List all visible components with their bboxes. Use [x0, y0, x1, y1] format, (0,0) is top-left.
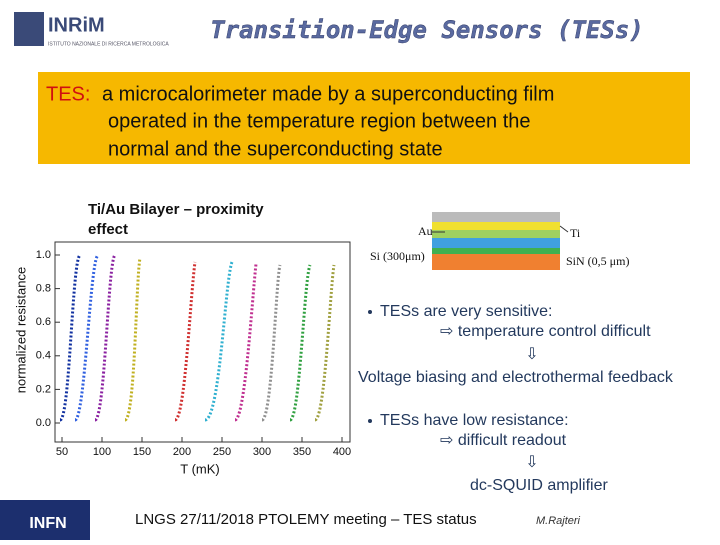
- layer-label: Si (300μm): [370, 249, 425, 263]
- y-tick-label: 0.2: [36, 383, 51, 395]
- bullet-text: TESs are very sensitive:: [380, 303, 553, 320]
- definition-line: normal and the superconducting state: [108, 138, 443, 160]
- x-tick-label: 100: [93, 446, 111, 458]
- x-tick-label: 200: [173, 446, 191, 458]
- bullet-dot: [368, 419, 372, 423]
- figure-caption: effect: [88, 221, 128, 238]
- x-axis-label: T (mK): [180, 461, 219, 476]
- footer-logo-box: [0, 500, 90, 540]
- y-tick-label: 0.4: [36, 350, 51, 362]
- x-tick-label: 300: [253, 446, 271, 458]
- bullet-text: TESs have low resistance:: [380, 412, 569, 429]
- definition-line: operated in the temperature region betwe…: [108, 110, 531, 132]
- plot-frame: [54, 241, 351, 443]
- y-tick-label: 1.0: [36, 249, 51, 261]
- y-tick-label: 0.0: [36, 417, 51, 429]
- definition-term: TES:: [46, 83, 90, 105]
- slide-title: Transition-Edge Sensors (TESs): [210, 16, 643, 44]
- bullet-dot: [368, 310, 372, 314]
- logo-mark: [14, 12, 44, 46]
- logo-subtitle: ISTITUTO NAZIONALE DI RICERCA METROLOGIC…: [48, 41, 169, 47]
- layer-label: Ti: [570, 226, 581, 240]
- x-tick-label: 150: [133, 446, 151, 458]
- transition-curves: [58, 253, 336, 422]
- bullet-arrow: ⇩: [525, 454, 538, 471]
- bullet-solution: Voltage biasing and electrothermal feedb…: [358, 369, 674, 386]
- bullet-solution: dc-SQUID amplifier: [470, 477, 608, 494]
- bullet-consequence: ⇨ difficult readout: [440, 432, 567, 449]
- layer-diagram: [432, 212, 569, 270]
- layer-label: Au: [418, 224, 433, 238]
- y-axis-label: normalized resistance: [13, 267, 28, 393]
- x-tick-label: 250: [213, 446, 231, 458]
- logo: INRiM: [48, 14, 105, 36]
- y-tick-label: 0.6: [36, 316, 51, 328]
- definition-box: [38, 72, 690, 164]
- bullet-consequence: ⇨ temperature control difficult: [440, 323, 651, 340]
- bullet-arrow: ⇩: [525, 346, 538, 363]
- y-tick-label: 0.8: [36, 283, 51, 295]
- figure-caption: Ti/Au Bilayer – proximity: [88, 201, 264, 218]
- layer-label: SiN (0,5 μm): [566, 254, 629, 268]
- figure-plot: [54, 241, 351, 443]
- x-tick-label: 50: [56, 446, 68, 458]
- definition-line: a microcalorimeter made by a superconduc…: [102, 83, 554, 105]
- footer-event: LNGS 27/11/2018 PTOLEMY meeting – TES st…: [135, 511, 477, 528]
- footer-author: M.Rajteri: [536, 515, 581, 527]
- x-tick-label: 350: [293, 446, 311, 458]
- x-tick-label: 400: [333, 446, 351, 458]
- footer-logo: INFN: [29, 515, 66, 532]
